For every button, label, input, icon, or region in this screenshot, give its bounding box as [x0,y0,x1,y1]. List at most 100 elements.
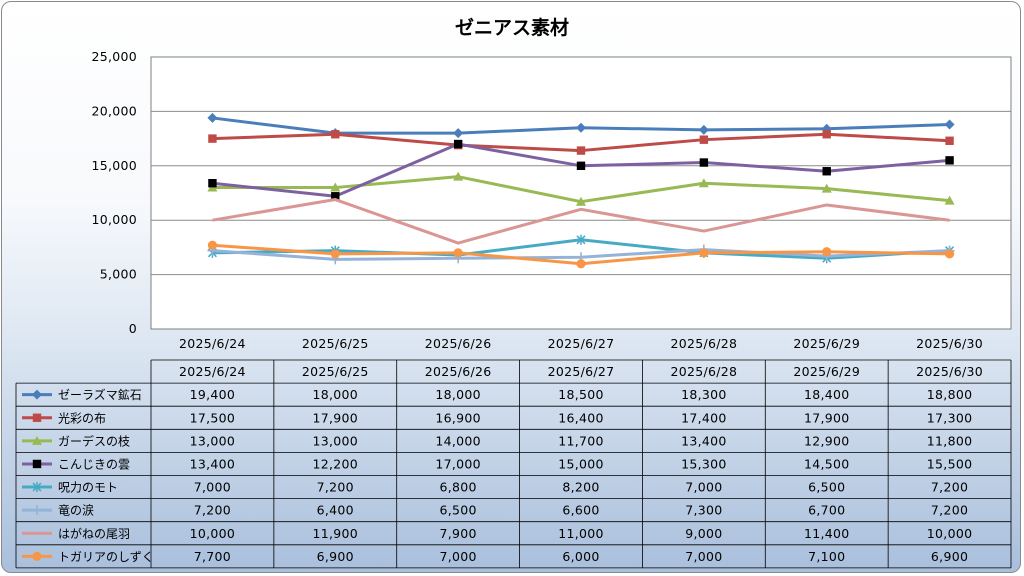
y-tick-label: 20,000 [91,103,137,118]
table-header-cell: 2025/6/25 [302,364,369,379]
data-point [32,482,42,493]
table-cell: 15,500 [927,456,973,471]
table-cell: 17,400 [681,410,727,425]
table-cell: 15,000 [558,456,604,471]
data-point [576,146,586,155]
table-cell: 18,500 [558,387,604,402]
data-point [822,167,831,176]
legend-key [22,551,52,561]
data-point [453,171,464,181]
series-label: ゼーラズマ鉱石 [58,387,142,402]
table-cell: 8,200 [562,480,599,495]
legend-key [22,389,52,400]
data-point [32,389,42,400]
table-cell: 18,000 [435,387,481,402]
data-point [331,130,340,139]
table-cell: 11,700 [558,433,604,448]
table-cell: 13,400 [190,456,236,471]
table-cell: 7,200 [931,480,968,495]
series-label: 竜の涙 [58,503,94,518]
table-header-cell: 2025/6/24 [179,364,246,379]
table-cell: 13,000 [190,433,236,448]
data-point [821,183,832,193]
table-cell: 7,100 [808,549,845,564]
legend-key [22,505,52,516]
series-label: こんじきの雲 [58,457,130,471]
table-cell: 7,000 [685,549,722,564]
series-label: はがねの尾羽 [58,526,130,541]
series-label: トガリアのしずく [58,550,154,564]
data-point [208,134,217,143]
data-point [453,248,463,258]
x-tick-label: 2025/6/29 [793,336,860,351]
table-cell: 10,000 [190,526,236,541]
table-cell: 6,500 [439,503,476,518]
x-tick-label: 2025/6/30 [916,336,983,351]
table-header-cell: 2025/6/27 [548,364,615,379]
x-tick-label: 2025/6/25 [302,336,369,351]
table-cell: 6,400 [317,503,354,518]
table-cell: 15,300 [681,456,727,471]
data-point [576,196,586,206]
y-tick-label: 0 [129,321,137,336]
data-point [944,249,955,259]
data-point [207,112,218,123]
table-cell: 6,500 [808,480,845,495]
data-point [331,192,340,201]
legend-key [22,482,52,493]
data-point [699,248,709,258]
series-7 [212,198,950,245]
x-tick-label: 2025/6/28 [670,336,737,351]
table-cell: 18,000 [313,387,359,402]
data-point [699,135,709,144]
table-cell: 16,400 [558,410,604,425]
series-3 [207,171,955,206]
table-cell: 11,000 [558,526,604,541]
table-cell: 11,900 [313,526,359,541]
data-point [822,130,831,139]
data-point [32,551,42,561]
table-cell: 12,900 [804,433,850,448]
table-cell: 7,700 [194,549,231,564]
table-cell: 12,200 [313,456,359,471]
table-cell: 6,600 [562,503,599,518]
data-point [32,505,42,516]
data-point [576,259,586,269]
table-cell: 6,700 [808,503,845,518]
series-8 [207,240,955,269]
legend-key [22,459,52,469]
data-point [822,247,832,257]
table-cell: 14,000 [435,433,481,448]
table-cell: 7,300 [685,503,722,518]
table-cell: 7,000 [439,549,476,564]
table-cell: 18,300 [681,387,727,402]
data-point [330,249,340,259]
table-cell: 17,300 [927,410,973,425]
x-tick-label: 2025/6/24 [179,336,246,351]
table-cell: 7,200 [194,503,231,518]
series-label: 呪力のモト [58,481,118,495]
table-cell: 11,400 [804,526,850,541]
table-cell: 7,200 [317,480,354,495]
table-cell: 7,000 [685,480,722,495]
y-tick-label: 5,000 [100,267,137,282]
data-point [698,124,709,135]
table-cell: 19,400 [190,387,236,402]
series-4 [208,139,954,201]
table-cell: 10,000 [927,526,973,541]
table-cell: 17,900 [804,410,850,425]
chart-title: ゼニアス素材 [455,16,569,39]
table-cell: 6,000 [562,549,599,564]
data-point [208,179,217,188]
x-tick-label: 2025/6/26 [425,336,492,351]
data-point [945,136,954,145]
table-cell: 17,900 [313,410,359,425]
data-point [576,161,586,170]
y-tick-label: 15,000 [91,158,137,173]
data-point [944,119,955,130]
y-tick-label: 10,000 [91,212,137,227]
table-cell: 7,200 [931,503,968,518]
table-cell: 13,000 [313,433,359,448]
data-point [453,139,463,149]
